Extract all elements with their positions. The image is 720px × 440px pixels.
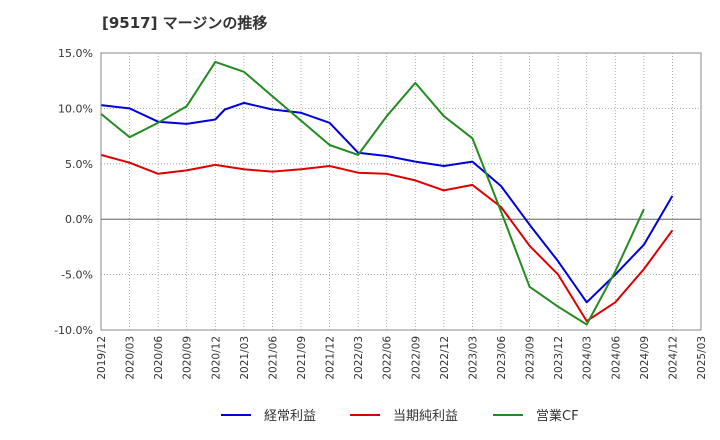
series-line-3 bbox=[100, 60, 645, 326]
y-tick-label: 5.0% bbox=[65, 158, 93, 171]
legend-label-1: 経常利益 bbox=[264, 409, 316, 424]
plot-frame bbox=[100, 52, 702, 331]
x-tick-label: 2023/12 bbox=[553, 336, 565, 380]
legend: 経常利益 当期純利益 営業CF bbox=[221, 408, 579, 424]
x-tick-label: 2021/09 bbox=[296, 336, 308, 380]
series-layer bbox=[100, 60, 674, 326]
x-tick-label: 2020/12 bbox=[210, 336, 222, 380]
y-tick-label: -10.0% bbox=[54, 324, 93, 337]
plot-area bbox=[101, 53, 701, 330]
y-tick-label: 10.0% bbox=[58, 102, 93, 115]
x-tick-label: 2021/03 bbox=[239, 336, 251, 380]
x-tick-label: 2023/09 bbox=[525, 336, 537, 380]
x-tick-label: 2019/12 bbox=[96, 336, 108, 380]
legend-label-2: 当期純利益 bbox=[393, 409, 458, 424]
x-tick-label: 2025/03 bbox=[696, 336, 708, 380]
x-axis-ticks: 2019/12 2020/03 2020/06 2020/09 2020/12 2021/… bbox=[96, 336, 708, 380]
x-tick-label: 2022/12 bbox=[439, 336, 451, 380]
y-tick-label: -5.0% bbox=[61, 269, 93, 282]
series-line-1 bbox=[100, 101, 674, 304]
x-tick-label: 2024/09 bbox=[639, 336, 651, 380]
x-tick-label: 2024/12 bbox=[667, 336, 679, 380]
x-tick-label: 2022/09 bbox=[410, 336, 422, 380]
legend-label-3: 営業CF bbox=[536, 408, 579, 424]
x-tick-label: 2024/06 bbox=[610, 336, 622, 380]
x-tick-label: 2022/03 bbox=[353, 336, 365, 380]
x-tick-label: 2023/06 bbox=[496, 336, 508, 380]
x-tick-label: 2022/06 bbox=[382, 336, 394, 380]
chart-title: [9517] マージンの推移 bbox=[102, 14, 268, 32]
x-tick-label: 2021/06 bbox=[267, 336, 279, 380]
x-tick-label: 2023/03 bbox=[467, 336, 479, 380]
x-tick-label: 2024/03 bbox=[582, 336, 594, 380]
y-tick-label: 15.0% bbox=[58, 47, 93, 60]
y-tick-label: 0.0% bbox=[65, 213, 93, 226]
series-line-2 bbox=[100, 153, 674, 323]
y-axis-ticks: 15.0% 10.0% 5.0% 0.0% -5.0% -10.0% bbox=[54, 47, 93, 337]
x-tick-label: 2020/06 bbox=[153, 336, 165, 380]
x-tick-label: 2020/03 bbox=[125, 336, 137, 380]
x-tick-label: 2021/12 bbox=[325, 336, 337, 380]
x-tick-label: 2020/09 bbox=[182, 336, 194, 380]
